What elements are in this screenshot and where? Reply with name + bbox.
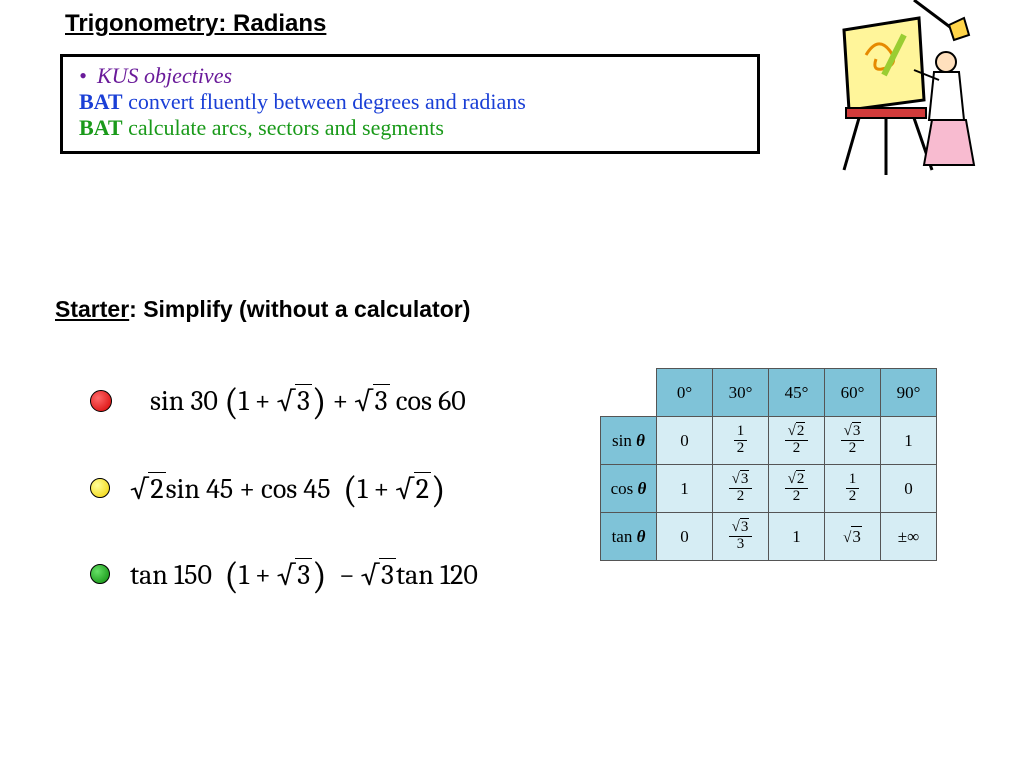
page-title: Trigonometry: Radians <box>65 10 326 38</box>
table-corner-cell <box>601 369 657 417</box>
angle-header: 60° <box>825 369 881 417</box>
equation-1: sin 30 (1 + √3) + √3 cos 60 <box>150 380 466 424</box>
bat1-prefix: BAT <box>79 89 123 114</box>
bullet-red-icon <box>90 390 112 412</box>
bat-objective-1: BAT convert fluently between degrees and… <box>79 89 741 115</box>
bat-objective-2: BAT calculate arcs, sectors and segments <box>79 115 741 141</box>
bat2-prefix: BAT <box>79 115 123 140</box>
table-cell: √32 <box>825 417 881 465</box>
table-cell: √3 <box>825 513 881 561</box>
table-cell: √22 <box>769 417 825 465</box>
bullet-yellow-icon <box>90 478 110 498</box>
objectives-box: •KUS objectives BAT convert fluently bet… <box>60 54 760 154</box>
angle-header: 90° <box>881 369 937 417</box>
bat2-text: calculate arcs, sectors and segments <box>123 115 444 140</box>
bat1-text: convert fluently between degrees and rad… <box>123 89 526 114</box>
angle-header: 0° <box>657 369 713 417</box>
row-label-tan: tan θ <box>601 513 657 561</box>
angle-header: 45° <box>769 369 825 417</box>
angle-header: 30° <box>713 369 769 417</box>
table-cell: 0 <box>881 465 937 513</box>
kus-label: KUS objectives <box>97 63 232 88</box>
table-cell: √33 <box>713 513 769 561</box>
equation-2: √2sin 45 + cos 45 (1 + √2) <box>130 468 445 512</box>
table-cell: 1 <box>657 465 713 513</box>
table-cell: 0 <box>657 513 713 561</box>
table-cell: 1 <box>769 513 825 561</box>
table-cell: √22 <box>769 465 825 513</box>
table-cell: 1 <box>881 417 937 465</box>
table-cell: 12 <box>825 465 881 513</box>
starter-label-underline: Starter <box>55 296 129 322</box>
table-cell: 0 <box>657 417 713 465</box>
artist-easel-icon <box>824 0 984 180</box>
trig-values-table: 0° 30° 45° 60° 90° sin θ 0 12 √22 √32 1 … <box>600 368 937 561</box>
table-cell: 12 <box>713 417 769 465</box>
bullet-green-icon <box>90 564 110 584</box>
kus-objectives-line: •KUS objectives <box>79 63 741 89</box>
table-cell: ±∞ <box>881 513 937 561</box>
starter-heading: Starter: Simplify (without a calculator) <box>55 296 470 323</box>
row-label-cos: cos θ <box>601 465 657 513</box>
row-label-sin: sin θ <box>601 417 657 465</box>
equation-3: tan 150 (1 + √3) − √3tan 120 <box>130 554 478 598</box>
table-cell: √32 <box>713 465 769 513</box>
starter-label-rest: : Simplify (without a calculator) <box>129 296 470 322</box>
